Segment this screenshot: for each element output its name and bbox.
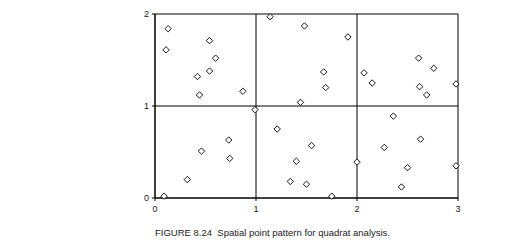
point bbox=[212, 55, 218, 61]
point bbox=[322, 84, 328, 90]
point bbox=[416, 83, 422, 89]
x-tick-label: 2 bbox=[354, 204, 359, 214]
point bbox=[417, 136, 423, 142]
y-axis-line bbox=[155, 14, 156, 198]
grid-line-x bbox=[155, 14, 156, 198]
point bbox=[161, 193, 167, 199]
point bbox=[206, 37, 212, 43]
point bbox=[301, 23, 307, 29]
grid-line-y bbox=[155, 14, 458, 15]
point bbox=[415, 55, 421, 61]
point bbox=[198, 148, 204, 154]
point bbox=[361, 70, 367, 76]
point bbox=[194, 73, 200, 79]
point bbox=[184, 176, 190, 182]
point bbox=[308, 142, 314, 148]
point bbox=[163, 47, 169, 53]
point bbox=[453, 81, 459, 87]
point bbox=[303, 181, 309, 187]
point bbox=[423, 92, 429, 98]
point bbox=[354, 159, 360, 165]
point bbox=[267, 14, 273, 20]
point bbox=[196, 92, 202, 98]
point bbox=[240, 88, 246, 94]
grid bbox=[155, 14, 458, 198]
y-tick-label: 2 bbox=[144, 9, 149, 19]
point bbox=[404, 164, 410, 170]
grid-line-y bbox=[155, 198, 458, 199]
point bbox=[165, 26, 171, 32]
point bbox=[381, 144, 387, 150]
point bbox=[297, 99, 303, 105]
axes: 0 1 2 3 0 1 2 bbox=[144, 9, 461, 214]
point bbox=[369, 80, 375, 86]
point bbox=[390, 113, 396, 119]
point bbox=[226, 137, 232, 143]
point bbox=[398, 184, 404, 190]
x-tick-label: 0 bbox=[152, 204, 157, 214]
point bbox=[287, 178, 293, 184]
chart: 0 1 2 3 0 1 2 FIGURE 8.24 Spatial point pattern… bbox=[0, 0, 528, 252]
point bbox=[206, 68, 212, 74]
y-tick-label: 0 bbox=[144, 193, 149, 203]
point bbox=[274, 126, 280, 132]
grid-line-y bbox=[155, 106, 458, 107]
points bbox=[161, 14, 459, 200]
x-tick-label: 3 bbox=[455, 204, 460, 214]
point bbox=[320, 69, 326, 75]
x-axis-line bbox=[155, 198, 458, 199]
point bbox=[252, 106, 258, 112]
point bbox=[345, 34, 351, 40]
point bbox=[293, 158, 299, 164]
point bbox=[431, 65, 437, 71]
point bbox=[227, 155, 233, 161]
point bbox=[453, 163, 459, 169]
caption: FIGURE 8.24 Spatial point pattern for qu… bbox=[155, 227, 390, 238]
y-tick-label: 1 bbox=[144, 101, 149, 111]
x-tick-label: 1 bbox=[253, 204, 258, 214]
point bbox=[329, 193, 335, 199]
